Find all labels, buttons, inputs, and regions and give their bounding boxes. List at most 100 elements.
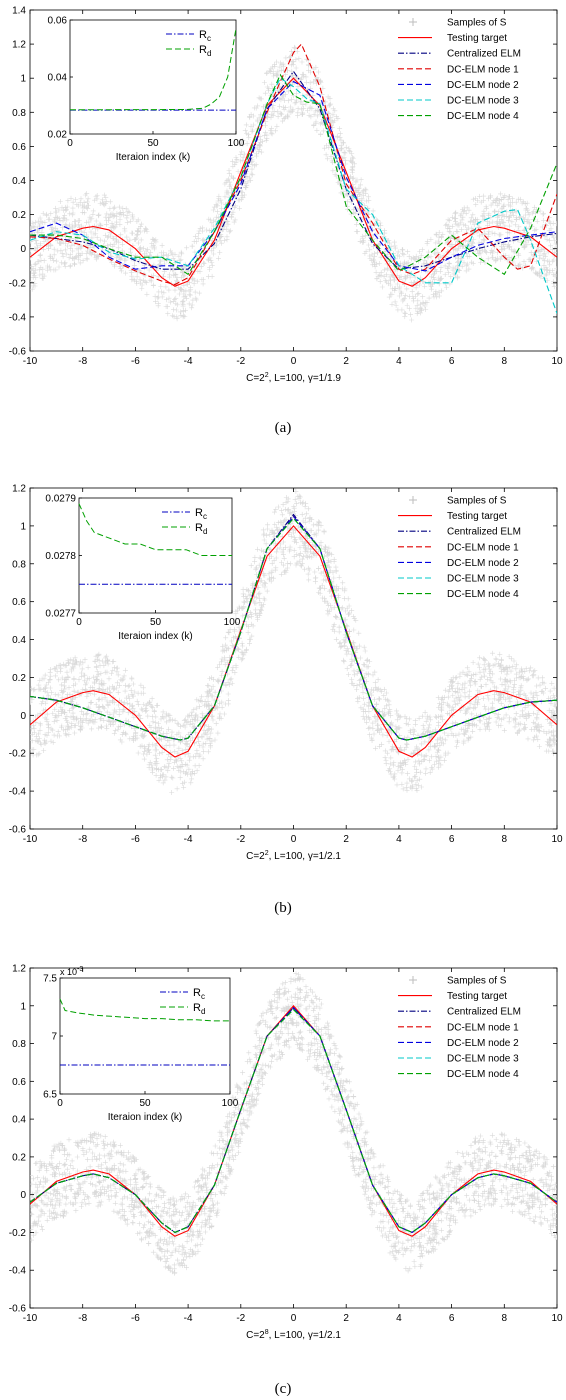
panel-a-x-tick-label: 0	[291, 356, 297, 367]
panel-b-y-tick-label: 0.4	[12, 635, 26, 646]
panel-b-legend-item: Samples of S	[409, 496, 507, 507]
panel-c-legend-label: Samples of S	[447, 976, 507, 987]
panel-b-inset-series-rd	[78, 503, 232, 556]
panel-c-inset-legend-label: Rc	[193, 987, 205, 1001]
panel-b-legend-label: DC-ELM node 3	[447, 574, 519, 585]
panel-b-y-tick-label: 1	[20, 521, 26, 532]
panel-c-x-tick-label: 0	[291, 1313, 297, 1324]
panel-c-legend-item: Centralized ELM	[398, 1007, 521, 1018]
panel-c-x-tick-label: 2	[343, 1313, 349, 1324]
panel-c-inset-x-tick-label: 0	[57, 1098, 63, 1109]
panel-b-x-axis-label: C=22, L=100, γ=1/2.1	[246, 850, 341, 862]
panel-c-legend: Samples of S Testing target Centralized EL…	[398, 976, 521, 1080]
panel-b-legend-label: Testing target	[447, 511, 507, 522]
panel-b-x-tick-label: -10	[23, 834, 38, 845]
panel-c: -10 -8 -6 -4 -2 0 2 4 6 8 10-0.6-0.4-0.200.20.40.6…	[9, 964, 563, 1398]
panel-c-plot-area	[30, 971, 557, 1276]
panel-b-inset-legend-label: Rd	[195, 522, 207, 536]
panel-c-inset-series-rd	[59, 998, 230, 1022]
panel-a-x-tick-label: -10	[23, 356, 38, 367]
panel-c-legend-item: DC-ELM node 1	[398, 1022, 519, 1033]
panel-c-x-tick-label: -2	[236, 1313, 245, 1324]
panel-b-legend-label: DC-ELM node 4	[447, 589, 519, 600]
panel-b-legend-item: Testing target	[398, 511, 507, 522]
panel-b-legend-label: Centralized ELM	[447, 527, 521, 538]
panel-c-inset-y-tick-label: 7	[51, 1032, 57, 1043]
panel-c-y-tick-label: 1	[20, 1001, 26, 1012]
panel-c-series-dc-elm-node-4	[30, 1008, 557, 1234]
panel-b-legend-item: Centralized ELM	[398, 527, 521, 538]
panel-a-plot-area	[30, 43, 557, 323]
panel-a-inset-y-tick-label: 0.04	[48, 73, 68, 84]
panel-c-inset-legend-label: Rd	[193, 1002, 205, 1016]
panel-a-inset-x-tick-label: 50	[147, 138, 159, 149]
panel-c-x-tick-label: -10	[23, 1313, 38, 1324]
panel-c-inset-exponent: x 10-3	[60, 966, 83, 977]
panel-b-x-tick-label: 10	[551, 834, 563, 845]
panel-a-inset-legend-item: Rd	[166, 44, 211, 58]
panel-c-x-tick-label: -8	[78, 1313, 87, 1324]
panel-c-legend-item: Samples of S	[409, 976, 507, 987]
panel-c-x-tick-label: 6	[449, 1313, 455, 1324]
panel-b-y-tick-label: 0.8	[12, 559, 26, 570]
panel-b-inset-legend-item: Rc	[162, 507, 207, 521]
panel-c-y-tick-label: 0.4	[12, 1115, 26, 1126]
panel-a-y-tick-label: 1.2	[12, 40, 26, 51]
panel-b-inset-legend-item: Rd	[162, 522, 207, 536]
panel-b-x-tick-label: 2	[343, 834, 349, 845]
panel-a-series-testing-target	[30, 77, 557, 287]
panel-b-x-tick-label: -4	[184, 834, 193, 845]
panel-c-y-tick-label: 0.8	[12, 1039, 26, 1050]
panel-c-y-tick-label: 0	[20, 1190, 26, 1201]
panel-b-x-tick-label: -6	[131, 834, 140, 845]
panel-b-y-tick-label: 1.2	[12, 484, 26, 495]
panel-a-y-tick-label: -0.6	[9, 347, 27, 358]
panel-b-inset-y-tick-label: 0.0279	[45, 494, 76, 505]
panel-c-inset: 0 50 100 6.5 7 7.5x 10-3 Iteraion index (k) RcR…	[43, 966, 239, 1123]
panel-a-y-tick-label: 0.6	[12, 142, 26, 153]
panel-b-legend-item: DC-ELM node 2	[398, 558, 519, 569]
panel-b-x-tick-label: -2	[236, 834, 245, 845]
panel-b-y-tick-label: 0	[20, 711, 26, 722]
panel-a: -10 -8 -6 -4 -2 0 2 4 6 8 10-0.6-0.4-0.200.20.40.6…	[9, 6, 563, 437]
panel-c-legend-label: DC-ELM node 4	[447, 1069, 519, 1080]
panel-b-legend-label: Samples of S	[447, 496, 507, 507]
panel-a-series-dc-elm-node-4	[30, 73, 557, 276]
panel-a-x-tick-label: 8	[502, 356, 508, 367]
panel-c-legend-label: Centralized ELM	[447, 1007, 521, 1018]
panel-a-x-tick-label: 6	[449, 356, 455, 367]
panel-b-legend-item: DC-ELM node 1	[398, 542, 519, 553]
panel-a-y-tick-label: -0.2	[9, 278, 27, 289]
panel-c-y-tick-label: 0.2	[12, 1152, 26, 1163]
panel-c-caption: (c)	[275, 1381, 292, 1397]
panel-a-x-tick-label: -6	[131, 356, 140, 367]
panel-c-inset-legend-item: Rc	[160, 987, 205, 1001]
panel-b-inset-x-axis-label: Iteraion index (k)	[118, 631, 192, 642]
panel-b-series-samples-of-s	[30, 488, 557, 795]
panel-a-y-tick-label: 1.4	[12, 6, 26, 17]
panel-c-y-tick-label: 0.6	[12, 1077, 26, 1088]
panel-a-inset-legend-label: Rc	[199, 29, 211, 43]
panel-a-inset-y-tick-label: 0.02	[48, 130, 68, 141]
panel-a-inset-x-tick-label: 100	[228, 138, 245, 149]
panel-a-inset-x-tick-label: 0	[67, 138, 73, 149]
panel-c-inset-x-tick-label: 100	[222, 1098, 239, 1109]
panel-a-legend: Samples of S Testing target Centralized EL…	[398, 18, 521, 122]
panel-c-y-tick-label: -0.4	[9, 1266, 27, 1277]
panel-b-legend: Samples of S Testing target Centralized EL…	[398, 496, 521, 600]
panel-b-inset: 0 50 100 0.0277 0.0278 0.0279 Iteraion index (…	[45, 494, 240, 643]
panel-b-inset-x-tick-label: 100	[224, 617, 241, 628]
panel-c-y-tick-label: -0.6	[9, 1304, 27, 1315]
panel-a-x-axis-label: C=22, L=100, γ=1/1.9	[246, 372, 341, 384]
panel-b-inset-x-tick-label: 0	[76, 617, 82, 628]
panel-a-legend-item: Samples of S	[409, 18, 507, 29]
panel-a-legend-marker	[409, 18, 417, 26]
panel-b-x-tick-label: 8	[502, 834, 508, 845]
panel-b-caption: (b)	[274, 900, 292, 916]
panel-b-inset-y-tick-label: 0.0277	[45, 609, 76, 620]
panel-b-legend-label: DC-ELM node 1	[447, 542, 519, 553]
panel-a-legend-item: DC-ELM node 3	[398, 96, 519, 107]
panel-a-legend-item: DC-ELM node 2	[398, 80, 519, 91]
panel-a-legend-label: Centralized ELM	[447, 49, 521, 60]
panel-c-legend-item: DC-ELM node 4	[398, 1069, 519, 1080]
